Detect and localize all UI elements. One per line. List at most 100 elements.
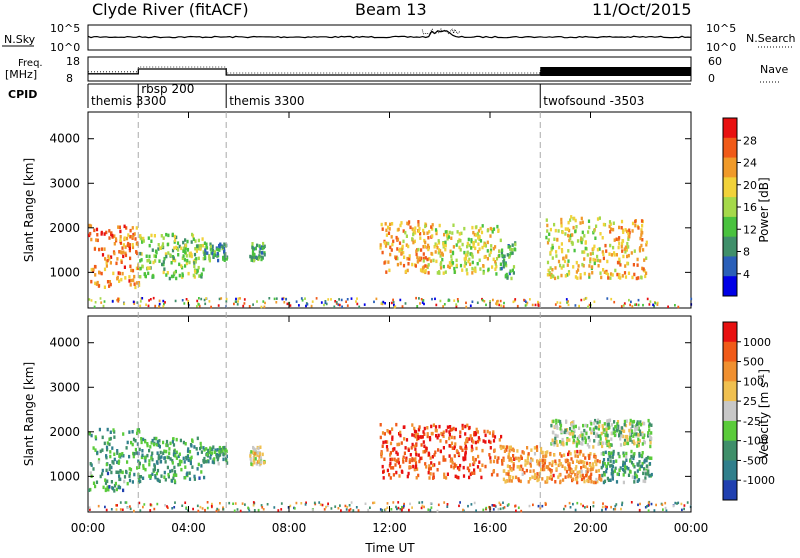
scatter-cell [178,462,182,467]
scatter-cell [537,504,540,508]
scatter-cell [637,226,640,230]
scatter-cell [637,276,640,280]
scatter-cell [508,477,512,481]
scatter-cell [142,476,145,480]
scatter-cell [610,297,613,301]
scatter-cell [551,430,554,434]
scatter-cell [397,457,400,462]
scatter-cell [330,298,332,301]
scatter-cell [379,423,382,427]
scatter-cell [496,300,498,303]
scatter-cell [631,229,634,233]
cpid-label-0: themis 3300 [91,94,166,108]
scatter-cell [434,297,436,301]
scatter-cell [589,259,592,264]
scatter-cell [601,424,604,428]
scatter-cell [225,454,228,459]
scatter-cell [464,424,467,429]
scatter-cell [385,241,388,245]
scatter-cell [260,504,263,507]
scatter-cell [614,429,617,433]
scatter-cell [536,462,539,466]
scatter-cell [186,258,189,263]
scatter-cell [501,458,504,463]
scatter-cell [604,441,607,445]
scatter-cell [427,508,430,511]
scatter-cell [208,300,211,303]
scatter-cell [154,259,157,263]
scatter-cell [488,505,490,509]
scatter-cell [496,224,499,229]
scatter-cell [149,445,152,449]
scatter-cell [630,429,634,433]
scatter-cell [356,302,359,306]
nsky-tick-bottom: 10^0 [50,41,80,54]
scatter-cell [168,447,171,451]
scatter-cell [653,509,656,512]
scatter-cell [405,234,408,238]
scatter-cell [630,300,632,304]
scatter-cell [580,298,583,302]
scatter-cell [432,423,435,427]
scatter-cell [649,436,652,440]
scatter-cell [626,229,629,234]
scatter-cell [610,472,613,476]
scatter-cell [489,456,492,460]
scatter-cell [119,469,122,473]
scatter-cell [500,434,503,439]
scatter-cell [573,434,576,439]
scatter-cell [477,454,480,459]
scatter-cell [221,245,224,249]
scatter-cell [180,467,183,472]
scatter-cell [474,457,477,462]
scatter-cell [89,487,92,492]
scatter-cell [451,250,455,255]
scatter-cell [391,448,395,453]
scatter-cell [624,250,627,254]
scatter-cell [158,439,161,443]
scatter-cell [155,250,158,255]
freq-label: Freq. [18,58,43,69]
scatter-cell [132,451,135,456]
scatter-cell [612,452,615,456]
scatter-cell [626,441,630,446]
scatter-cell [426,231,429,235]
scatter-cell [455,303,458,306]
scatter-cell [591,265,594,269]
scatter-cell [639,236,642,241]
scatter-cell [175,473,178,477]
scatter-cell [585,470,588,474]
scatter-cell [499,444,502,449]
scatter-cell [637,303,640,307]
scatter-cell [635,475,639,479]
scatter-cell [258,455,261,459]
scatter-cell [382,476,385,480]
scatter-cell [577,460,581,465]
scatter-cell [167,472,170,477]
scatter-cell [591,271,594,275]
scatter-cell [581,436,584,441]
scatter-cell [405,243,408,247]
scatter-cell [380,302,383,305]
scatter-cell [263,251,266,255]
scatter-cell [584,440,587,445]
scatter-cell [94,273,97,277]
scatter-cell [569,236,572,241]
scatter-cell [116,275,119,280]
scatter-cell [140,440,143,445]
scatter-cell [625,455,628,459]
scatter-cell [391,437,394,441]
scatter-cell [594,418,597,423]
scatter-cell [141,449,144,453]
scatter-cell [323,303,325,307]
scatter-cell [632,456,635,461]
scatter-cell [498,501,501,505]
scatter-cell [202,460,205,464]
scatter-cell [631,221,635,226]
scatter-cell [163,267,166,271]
scatter-cell [422,269,425,274]
scatter-cell [192,273,195,278]
scatter-cell [337,303,340,306]
scatter-cell [235,297,237,301]
scatter-cell [596,420,599,425]
